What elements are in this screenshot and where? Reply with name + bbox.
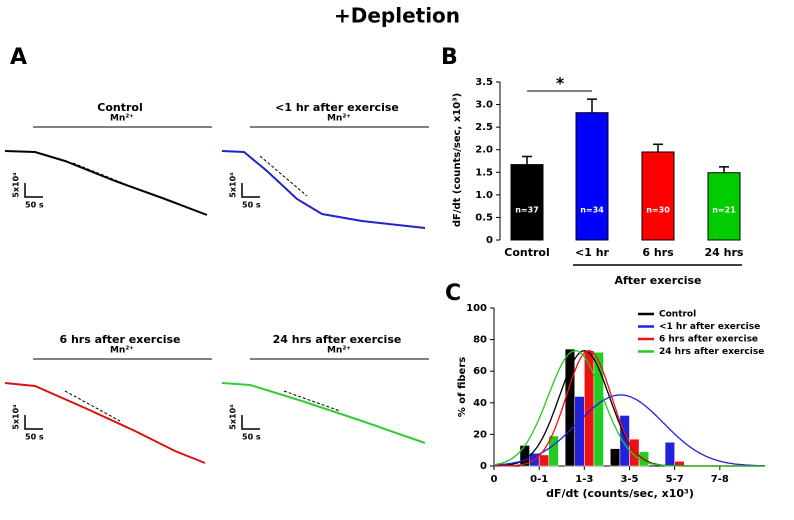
y-tick-label: 40: [473, 398, 487, 409]
legend-label: <1 hr after exercise: [659, 322, 760, 332]
y-tick-label: 60: [473, 366, 487, 377]
scale-x-label: 50 s: [242, 201, 261, 210]
bar-label: n=21: [712, 206, 736, 215]
bar: [641, 151, 675, 241]
group-label: After exercise: [614, 274, 701, 287]
trace-title: 6 hrs after exercise: [59, 333, 180, 346]
bar: [575, 112, 609, 241]
scale-bar: [241, 183, 260, 198]
bar: [510, 164, 544, 241]
x-tick-label: 7-8: [711, 474, 729, 485]
bar-label: n=34: [580, 206, 604, 215]
scale-y-label: 5x10⁴: [12, 172, 21, 198]
y-tick-label: 3.0: [475, 100, 493, 111]
y-tick-label: 80: [473, 335, 487, 346]
y-tick-label: 0: [486, 235, 493, 246]
x-tick-label: 1-3: [575, 474, 593, 485]
figure-title: +Depletion: [334, 4, 460, 28]
x-tick-label: Control: [504, 246, 549, 259]
panel-label: C: [445, 281, 461, 306]
y-axis-label: % of fibers: [457, 357, 468, 417]
legend-label: 24 hrs after exercise: [659, 347, 764, 357]
stimulus-label: Mn²⁺: [327, 346, 351, 356]
trace: [221, 382, 426, 444]
y-tick-label: 3.5: [475, 77, 493, 88]
panel-label: B: [441, 45, 458, 70]
slope-line: [72, 162, 131, 187]
x-tick-label: <1 hr: [575, 246, 610, 259]
x-tick-label: 0: [491, 474, 498, 485]
scale-x-label: 50 s: [242, 433, 261, 442]
scale-y-label: 5x10⁴: [229, 404, 238, 430]
stimulus-label: Mn²⁺: [110, 346, 134, 356]
scale-x-label: 50 s: [25, 201, 44, 210]
trace-title: <1 hr after exercise: [275, 101, 399, 114]
y-tick-label: 2.5: [475, 122, 493, 133]
y-tick-label: 100: [466, 303, 487, 314]
fit-curve: [493, 394, 766, 467]
bar: [564, 348, 575, 467]
stimulus-label: Mn²⁺: [110, 114, 134, 124]
x-tick-label: 5-7: [666, 474, 684, 485]
scale-bar: [24, 415, 43, 430]
x-tick-label: 6 hrs: [642, 246, 674, 259]
scale-y-label: 5x10⁴: [12, 404, 21, 430]
x-axis-label: dF/dt (counts/sec, x10³): [546, 487, 694, 500]
x-tick-label: 3-5: [620, 474, 638, 485]
trace-title: Control: [97, 101, 142, 114]
trace-title: 24 hrs after exercise: [273, 333, 402, 346]
stimulus-label: Mn²⁺: [327, 114, 351, 124]
y-tick-label: 1.0: [475, 190, 493, 201]
fit-curve: [493, 350, 765, 467]
panel-label: A: [10, 45, 27, 70]
trace: [4, 382, 206, 464]
bar: [664, 442, 675, 467]
y-tick-label: 0: [480, 461, 487, 472]
scale-bar: [24, 183, 43, 198]
scale-y-label: 5x10⁴: [229, 172, 238, 198]
scale-x-label: 50 s: [25, 433, 44, 442]
bar: [548, 435, 559, 467]
bar: [610, 448, 621, 467]
y-tick-label: 2.0: [475, 145, 493, 156]
slope-line: [64, 390, 121, 422]
trace: [221, 150, 426, 229]
y-tick-label: 1.5: [475, 167, 493, 178]
slope-line: [259, 155, 308, 197]
legend-label: 6 hrs after exercise: [659, 335, 758, 345]
bar-label: n=37: [515, 206, 539, 215]
bar: [593, 351, 604, 467]
x-tick-label: 24 hrs: [705, 246, 744, 259]
x-tick-label: 0-1: [530, 474, 548, 485]
bar: [574, 396, 585, 467]
scale-bar: [241, 415, 260, 430]
bar: [707, 172, 741, 241]
significance-label: *: [556, 74, 565, 93]
y-tick-label: 20: [473, 429, 487, 440]
legend-label: Control: [659, 310, 696, 320]
y-axis-label: dF/dt (counts/sec, x10³): [452, 93, 463, 227]
bar: [538, 454, 550, 467]
bar-label: n=30: [646, 206, 670, 215]
trace: [4, 150, 208, 216]
slope-line: [283, 390, 341, 412]
y-tick-label: 0.5: [475, 212, 493, 223]
